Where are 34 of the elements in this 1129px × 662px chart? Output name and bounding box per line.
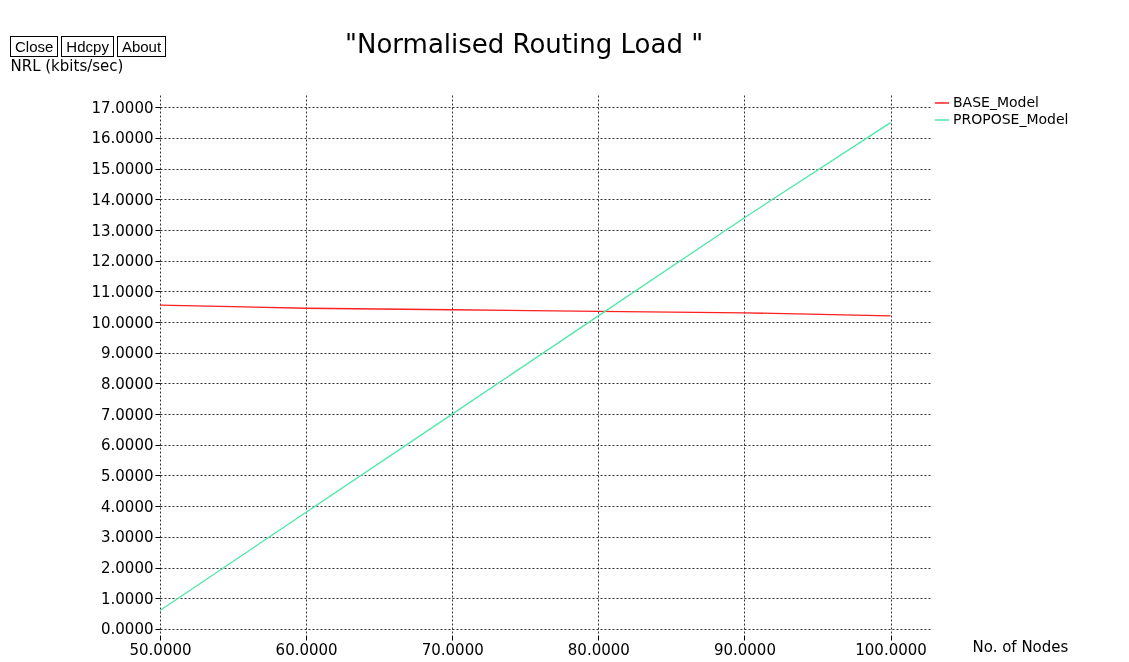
x-tick-label: 80.0000 (567, 640, 630, 659)
x-axis-title: No. of Nodes (972, 637, 1069, 656)
y-tick-label: 5.0000 (101, 466, 154, 485)
y-tick-label: 14.0000 (91, 190, 154, 209)
x-tick-label: 70.0000 (421, 640, 484, 659)
line-series (159, 304, 892, 317)
y-tick-label: 6.0000 (101, 436, 154, 455)
y-tick-label: 9.0000 (101, 344, 154, 363)
y-tick-label: 17.0000 (91, 98, 154, 117)
y-tick-label: 3.0000 (101, 528, 154, 547)
button: Close (10, 36, 59, 57)
chart-title: "Normalised Routing Load " (345, 29, 704, 59)
x-tick-label: 50.0000 (129, 640, 192, 659)
button: Hdcpy (61, 36, 114, 57)
y-tick-label: 4.0000 (101, 497, 154, 516)
line-series (159, 121, 892, 612)
y-tick-label: 0.0000 (101, 620, 154, 639)
y-tick-label: 11.0000 (91, 282, 154, 301)
y-tick-label: 10.0000 (91, 313, 154, 332)
y-tick-label: 2.0000 (101, 559, 154, 577)
y-tick-label: 7.0000 (101, 405, 154, 424)
x-tick-label: 60.0000 (275, 640, 338, 659)
legend-label: PROPOSE_Model (953, 111, 1069, 127)
x-tick-label: 100.0000 (855, 640, 927, 659)
y-tick-label: 15.0000 (91, 160, 154, 179)
y-axis-title: NRL (kbits/sec) (10, 56, 124, 75)
y-tick-label: 12.0000 (91, 252, 154, 271)
x-tick-label: 90.0000 (713, 640, 776, 659)
legend-label: BASE_Model (953, 94, 1039, 110)
y-tick-label: 16.0000 (91, 129, 154, 148)
y-tick-label: 1.0000 (101, 589, 154, 608)
y-tick-label: 8.0000 (101, 374, 154, 393)
y-tick-label: 13.0000 (91, 221, 154, 240)
button: About (116, 36, 167, 57)
